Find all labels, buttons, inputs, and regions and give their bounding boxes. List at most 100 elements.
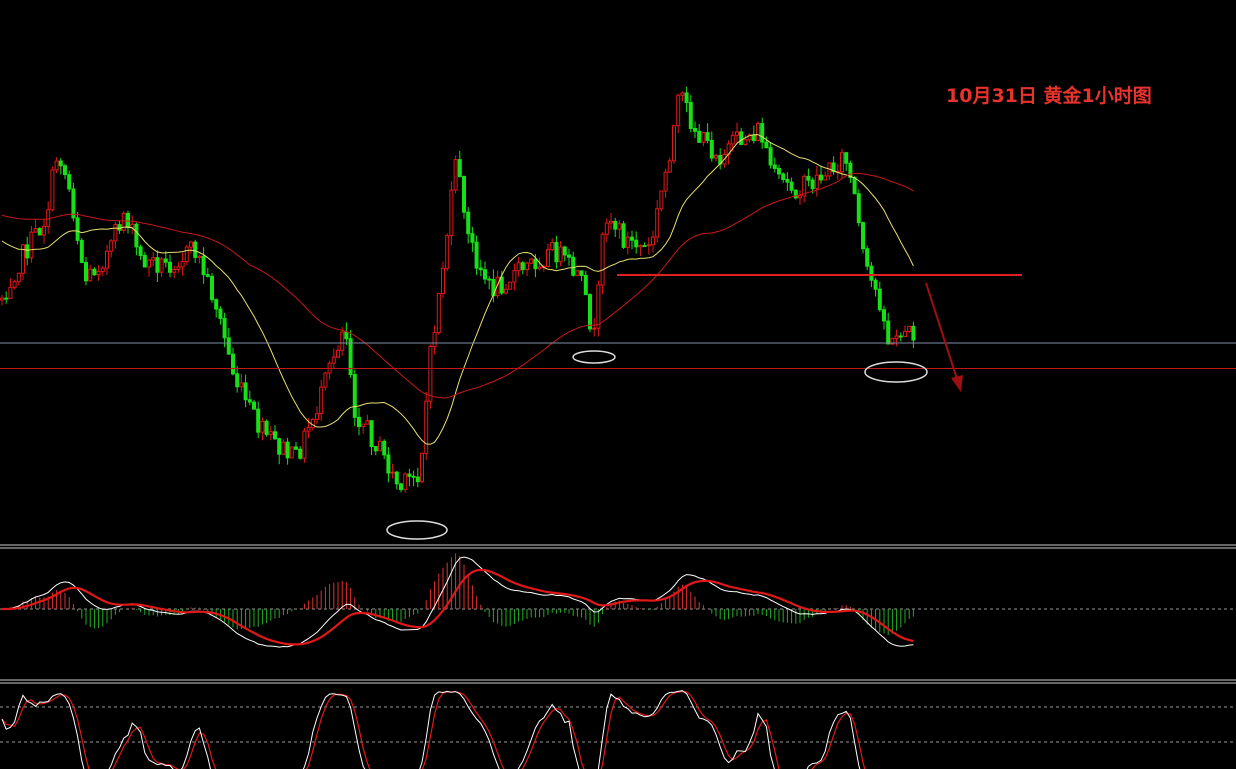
candle-body	[907, 325, 912, 332]
candle-body	[84, 261, 88, 282]
candle-body	[235, 373, 240, 388]
candle-body	[365, 420, 370, 425]
candle-body	[756, 123, 760, 142]
candle-body	[558, 246, 563, 263]
candle-body	[411, 475, 416, 478]
candle-body	[134, 223, 139, 248]
candle-body	[163, 258, 168, 263]
candle-body	[659, 190, 664, 210]
candle-body	[340, 331, 345, 351]
candle-body	[67, 174, 72, 190]
candle-body	[21, 244, 25, 274]
candle-body	[142, 254, 147, 268]
candle-body	[390, 471, 395, 474]
candle-body	[424, 400, 429, 454]
candle-body	[357, 416, 361, 427]
candle-body	[898, 335, 903, 338]
candle-body	[373, 446, 378, 452]
low-circle	[864, 361, 928, 383]
candle-body	[386, 454, 391, 474]
candle-body	[848, 162, 853, 178]
candle-body	[239, 382, 244, 388]
candle-body	[306, 427, 311, 432]
candle-body	[852, 176, 857, 195]
candle-body	[159, 258, 164, 273]
candle-body	[638, 245, 643, 248]
candle-body	[823, 175, 828, 181]
candle-body	[705, 132, 710, 141]
stoch-k	[1, 690, 861, 769]
candle-body	[495, 276, 500, 297]
candle-body	[886, 320, 891, 345]
candle-body	[155, 257, 160, 273]
candle-body	[785, 178, 790, 183]
candle-body	[189, 241, 193, 248]
candle-body	[201, 255, 206, 276]
candle-body	[42, 225, 46, 236]
candle-body	[470, 233, 475, 243]
candle-body	[609, 220, 613, 224]
candle-body	[806, 175, 811, 181]
candle-body	[764, 141, 769, 149]
candle-body	[840, 152, 844, 173]
candle-body	[516, 262, 521, 272]
price-panel	[0, 86, 916, 493]
candle-body	[58, 160, 63, 167]
candle-body	[466, 211, 471, 235]
candle-body	[562, 246, 567, 256]
candle-body	[646, 244, 651, 247]
candle-body	[499, 276, 504, 294]
macd-panel	[2, 553, 914, 648]
candle-body	[877, 288, 882, 311]
candle-body	[810, 179, 815, 189]
candle-body	[520, 262, 525, 270]
candle-body	[226, 337, 231, 355]
candle-body	[676, 94, 681, 127]
candle-body	[147, 259, 151, 268]
candle-body	[478, 267, 483, 271]
candle-body	[105, 250, 109, 269]
candle-body	[231, 353, 235, 375]
candle-body	[277, 438, 282, 455]
candle-body	[394, 471, 399, 485]
candle-body	[634, 239, 639, 248]
candle-body	[911, 325, 916, 341]
candle-body	[138, 246, 143, 256]
candle-body	[16, 272, 21, 283]
candle-body	[457, 159, 462, 178]
candle-body	[592, 327, 597, 330]
moving-average	[1, 134, 914, 445]
candle-body	[92, 268, 97, 276]
candle-body	[512, 270, 517, 283]
candle-body	[487, 278, 492, 281]
candle-body	[747, 134, 752, 141]
candle-body	[596, 284, 601, 329]
candle-body	[243, 382, 248, 401]
candle-body	[537, 266, 542, 270]
candle-body	[844, 152, 849, 164]
candle-body	[298, 448, 303, 459]
candle-body	[436, 292, 441, 334]
candle-body	[688, 101, 693, 129]
candle-body	[462, 176, 466, 213]
candle-body	[79, 239, 84, 263]
candle-body	[151, 257, 156, 261]
candle-body	[903, 330, 907, 338]
candle-body	[642, 245, 647, 248]
candle-body	[802, 175, 807, 197]
low-circle	[572, 350, 616, 364]
candle-body	[399, 483, 403, 491]
candle-body	[289, 446, 294, 459]
candle-body	[449, 189, 454, 237]
candle-body	[428, 346, 433, 402]
candle-body	[323, 372, 328, 388]
candle-body	[285, 441, 290, 459]
arrow-head	[951, 375, 963, 392]
candle-body	[294, 446, 298, 450]
candle-body	[474, 241, 479, 269]
candle-body	[75, 217, 80, 241]
candle-body	[781, 173, 786, 180]
candle-body	[529, 258, 534, 264]
candle-body	[772, 164, 777, 169]
candle-body	[281, 441, 286, 455]
